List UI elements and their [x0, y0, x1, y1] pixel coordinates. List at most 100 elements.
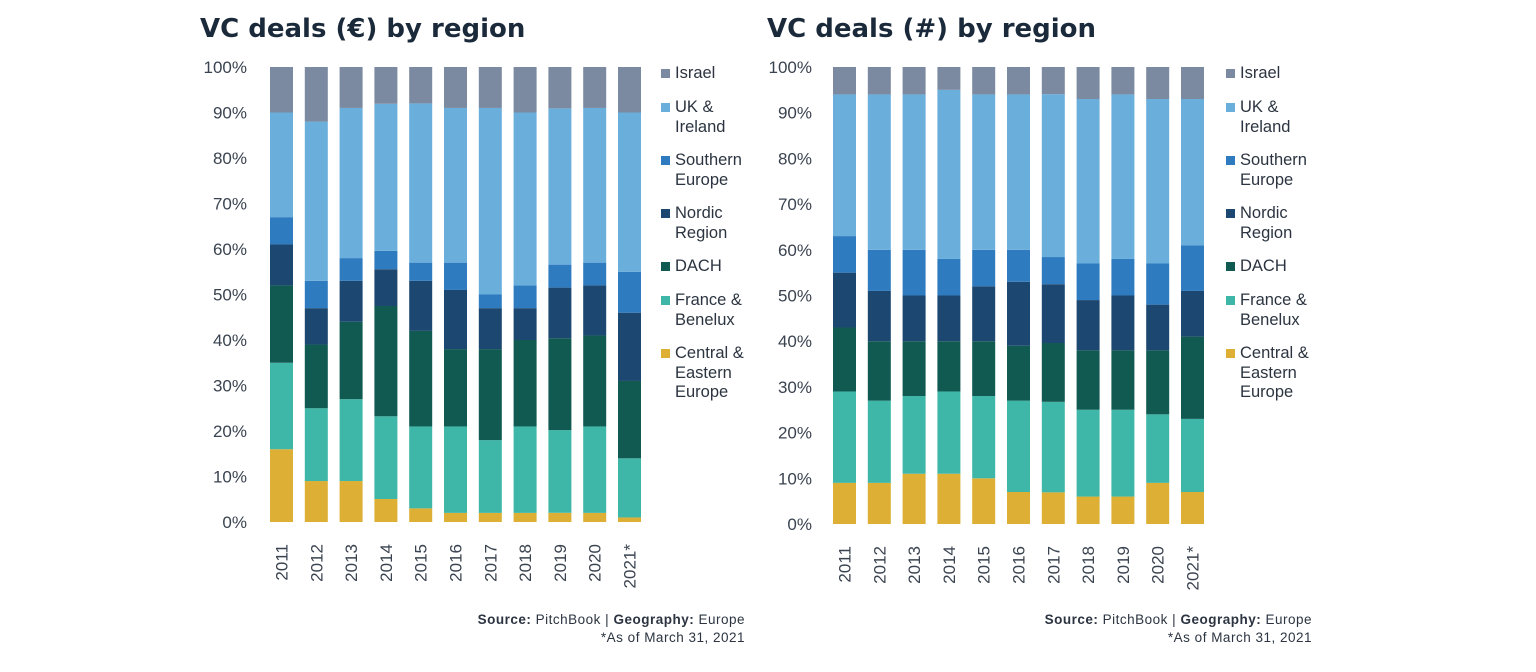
legend-swatch-israel [661, 69, 670, 78]
legend-swatch-uk-ireland [1226, 103, 1235, 112]
bar-segment-central-eastern-europe [833, 482, 856, 524]
geography-label: Geography: [1180, 612, 1262, 627]
y-tick-label: 60% [778, 241, 812, 260]
bar-segment-israel [1146, 67, 1170, 99]
legend-label-cee-line1: Central & [675, 344, 744, 362]
geography-value: Europe [694, 612, 745, 627]
source-line: Source: PitchBook | Geography: Europe [892, 611, 1312, 629]
bar-segment-nordic-region [339, 280, 363, 322]
source-value: PitchBook | [531, 612, 614, 627]
bar-segment-uk-ireland [1076, 98, 1100, 264]
bar-segment-dach [339, 321, 363, 400]
bar-segment-france-benelux [339, 399, 363, 482]
source-label: Source: [1044, 612, 1099, 627]
legend-label-nordic-line2: Region [675, 223, 728, 242]
legend-item-nordic-region: Nordic Region [661, 204, 763, 257]
bar-segment-israel [1041, 67, 1065, 95]
bar-segment-central-eastern-europe [548, 512, 572, 522]
y-tick-label: 100% [769, 58, 812, 77]
bar-segment-france-benelux [1181, 418, 1204, 493]
bar-segment-dach [1111, 350, 1135, 410]
bar-segment-nordic-region [270, 244, 293, 286]
legend-label-south-line1: Southern [1240, 151, 1307, 169]
y-tick-label: 0% [787, 515, 812, 534]
bar-segment-israel [1076, 67, 1100, 99]
x-tick-label: 2012 [870, 546, 889, 584]
legend-item-central-eastern-europe: Central & Eastern Europe [1226, 344, 1328, 404]
bar-segment-france-benelux [513, 426, 537, 513]
x-tick-label: 2021* [621, 544, 640, 589]
bar-segment-israel [1181, 67, 1204, 99]
bar-segment-southern-europe [833, 236, 856, 273]
bar-segment-israel [374, 67, 398, 104]
bar-segment-central-eastern-europe [1041, 492, 1065, 524]
x-tick-label: 2016 [447, 544, 466, 582]
bar-segment-uk-ireland [374, 103, 398, 251]
bar-segment-israel [1007, 67, 1030, 95]
legend-label-france-line2: Benelux [1240, 310, 1300, 329]
bar-segment-france-benelux [833, 391, 856, 483]
bar-segment-israel [618, 67, 641, 113]
bar-segment-central-eastern-europe [583, 512, 607, 522]
bar-segment-israel [513, 67, 537, 113]
bar-segment-nordic-region [304, 308, 328, 345]
bar-segment-nordic-region [1111, 295, 1135, 351]
bar-segment-nordic-region [478, 308, 502, 350]
bar-segment-france-benelux [937, 391, 961, 474]
bar-segment-france-benelux [304, 408, 328, 482]
bar-segment-israel [833, 67, 856, 95]
legend-swatch-israel [1226, 69, 1235, 78]
bar-segment-nordic-region [1181, 290, 1204, 337]
bar-segment-nordic-region [1041, 284, 1065, 344]
bar-segment-france-benelux [1007, 400, 1030, 493]
bar-segment-france-benelux [583, 426, 607, 513]
bar-segment-france-benelux [1111, 409, 1135, 497]
y-tick-label: 40% [213, 331, 247, 350]
bar-segment-uk-ireland [1181, 98, 1204, 246]
bar-segment-dach [833, 327, 856, 392]
bar-segment-southern-europe [1111, 258, 1135, 296]
bar-segment-southern-europe [937, 258, 961, 296]
bar-segment-dach [618, 380, 641, 459]
bar-segment-nordic-region [513, 308, 537, 340]
y-tick-label: 10% [213, 468, 247, 487]
bar-segment-uk-ireland [478, 107, 502, 295]
bar-segment-southern-europe [513, 285, 537, 309]
legend-item-southern-europe: Southern Europe [661, 151, 763, 204]
bar-segment-uk-ireland [1007, 94, 1030, 250]
y-tick-label: 10% [778, 469, 812, 488]
y-tick-label: 50% [213, 286, 247, 305]
bar-segment-uk-ireland [339, 107, 363, 259]
legend-swatch-southern-europe [661, 156, 670, 165]
bar-segment-dach [1076, 350, 1100, 410]
bar-segment-central-eastern-europe [339, 481, 363, 522]
bar-segment-uk-ireland [1111, 94, 1135, 259]
bar-segment-dach [444, 349, 467, 427]
legend-item-uk-ireland: UK & Ireland [1226, 98, 1328, 151]
y-tick-label: 90% [778, 104, 812, 123]
y-tick-label: 90% [213, 104, 247, 123]
bar-segment-dach [304, 344, 328, 409]
x-tick-label: 2017 [481, 544, 500, 582]
bar-segment-southern-europe [270, 217, 293, 245]
bar-segment-central-eastern-europe [972, 478, 996, 524]
x-tick-label: 2011 [273, 544, 292, 581]
bar-segment-israel [270, 67, 293, 113]
legend-label-dach: DACH [1240, 257, 1287, 275]
bar-segment-central-eastern-europe [304, 481, 328, 522]
bar-segment-dach [1007, 345, 1030, 401]
x-tick-label: 2016 [1010, 546, 1029, 584]
bar-segment-france-benelux [444, 426, 467, 513]
bar-segment-israel [548, 67, 572, 109]
bar-segment-dach [972, 341, 996, 397]
legend-swatch-nordic-region [661, 209, 670, 218]
legend-item-israel: Israel [1226, 64, 1328, 98]
geography-label: Geography: [613, 612, 695, 627]
bar-segment-nordic-region [833, 272, 856, 328]
bar-segment-uk-ireland [972, 94, 996, 250]
bar-segment-france-benelux [270, 362, 293, 450]
legend-count: Israel UK & Ireland Southern Europe Nord… [1226, 64, 1328, 404]
legend-label-cee-line3: Europe [1240, 383, 1294, 401]
bar-segment-uk-ireland [444, 107, 467, 263]
bar-segment-uk-ireland [618, 112, 641, 272]
